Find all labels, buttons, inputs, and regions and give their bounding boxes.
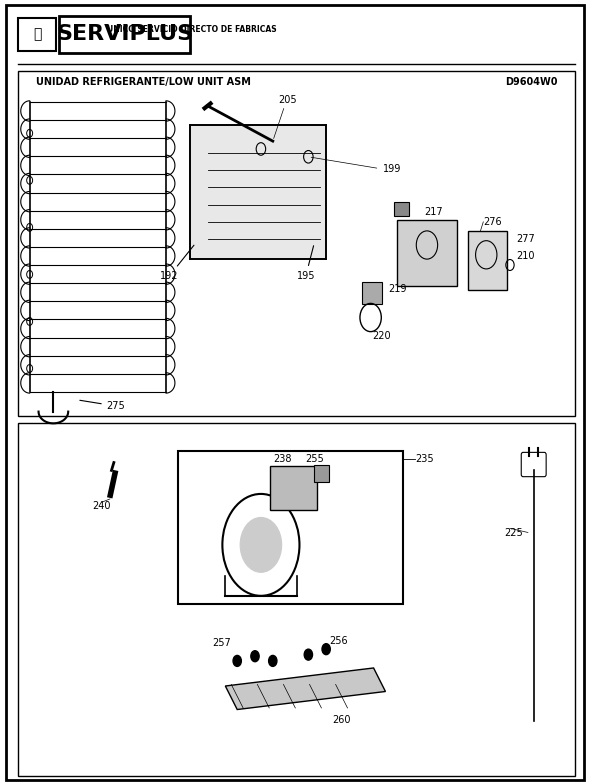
FancyBboxPatch shape (314, 465, 329, 482)
FancyBboxPatch shape (397, 220, 457, 286)
Text: 220: 220 (372, 331, 391, 340)
Text: UNICO SERVICIO DIRECTO DE FABRICAS: UNICO SERVICIO DIRECTO DE FABRICAS (107, 25, 276, 34)
FancyBboxPatch shape (521, 452, 546, 477)
Text: 205: 205 (279, 95, 297, 104)
Text: 275: 275 (80, 401, 126, 411)
Circle shape (322, 644, 330, 655)
Text: 210: 210 (516, 251, 534, 260)
Text: D9604W0: D9604W0 (505, 78, 557, 87)
Text: 256: 256 (329, 637, 347, 646)
Text: 276: 276 (483, 217, 502, 227)
Text: 238: 238 (273, 454, 291, 463)
FancyBboxPatch shape (18, 71, 575, 416)
Text: 255: 255 (305, 454, 324, 463)
Circle shape (251, 651, 259, 662)
Text: 219: 219 (388, 284, 407, 293)
Text: 260: 260 (332, 715, 350, 724)
Text: 277: 277 (516, 234, 535, 244)
Text: 199: 199 (382, 164, 401, 173)
FancyBboxPatch shape (190, 125, 326, 259)
Text: 257: 257 (212, 638, 231, 648)
Text: 225: 225 (504, 528, 523, 538)
FancyBboxPatch shape (18, 423, 575, 776)
FancyBboxPatch shape (362, 282, 382, 304)
Text: 192: 192 (160, 245, 194, 281)
Circle shape (233, 655, 241, 666)
FancyBboxPatch shape (178, 451, 403, 604)
Text: UNIDAD REFRIGERANTE/LOW UNIT ASM: UNIDAD REFRIGERANTE/LOW UNIT ASM (36, 78, 250, 87)
Text: SERVIPLUS: SERVIPLUS (56, 24, 193, 45)
FancyBboxPatch shape (59, 16, 190, 53)
FancyBboxPatch shape (270, 466, 317, 510)
FancyBboxPatch shape (468, 231, 507, 290)
Circle shape (269, 655, 277, 666)
Text: 240: 240 (92, 501, 110, 510)
FancyBboxPatch shape (394, 202, 409, 216)
Text: 217: 217 (424, 207, 442, 216)
Circle shape (240, 517, 282, 572)
Text: 235: 235 (415, 454, 433, 463)
FancyBboxPatch shape (18, 18, 56, 51)
Circle shape (304, 649, 313, 660)
Text: 195: 195 (296, 245, 315, 281)
Polygon shape (225, 668, 385, 710)
Text: 🔧: 🔧 (33, 27, 42, 42)
